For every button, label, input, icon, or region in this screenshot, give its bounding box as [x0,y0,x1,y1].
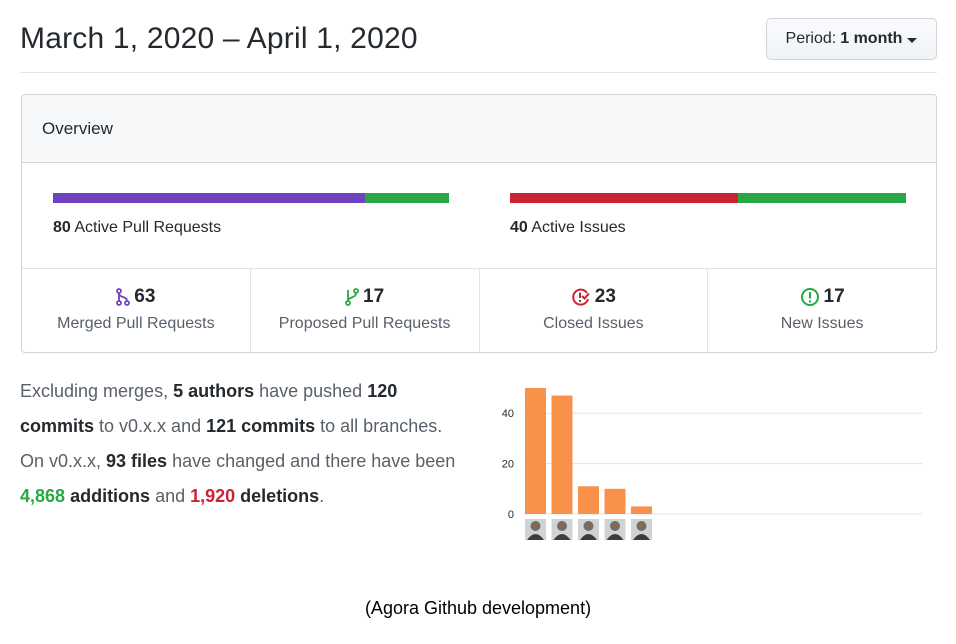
closed-segment [510,193,738,203]
caret-down-icon [907,37,918,43]
active-issues-label: Active Issues [531,219,626,236]
deletions-count: 1,920 [190,486,236,506]
bar-5 [631,506,652,514]
period-dropdown-button[interactable]: Period: 1 month [766,18,937,60]
commits-by-author-chart: 0 20 40 [502,388,922,540]
period-label: Period: [785,30,837,47]
active-pr-count: 80 [53,219,71,236]
page-header: March 1, 2020 – April 1, 2020 Period: 1 … [20,18,937,73]
commits-branch-count[interactable]: 120 commits [20,381,398,436]
git-pull-request-icon [345,288,359,306]
issue-opened-icon [800,288,819,306]
page-title: March 1, 2020 – April 1, 2020 [20,22,418,55]
issues-progress-bar[interactable] [510,193,906,203]
author-avatar-5[interactable] [631,519,652,540]
summary-text-1: Excluding merges, [20,381,174,401]
bar-4 [604,488,626,514]
y-tick-label: 0 [508,509,514,521]
figure-caption: (Agora Github development) [364,598,592,618]
author-avatar-2[interactable] [551,519,573,540]
bar-3 [578,486,599,514]
summary-text-4: to all branches. On v0.x.x, [20,416,443,471]
open-segment [364,193,449,203]
files-count[interactable]: 93 files [106,451,168,471]
merged-count: 63 [134,286,156,307]
commits-all-count[interactable]: 121 commits [206,416,316,436]
new-label: New Issues [780,315,864,332]
summary-text-7: and [150,486,191,506]
y-tick-label: 20 [502,459,514,471]
active-pr-label: Active Pull Requests [74,219,222,236]
merged-label: Merged Pull Requests [57,315,215,332]
bar-1 [525,388,546,514]
active-pull-requests-link[interactable]: 80 Active Pull Requests [53,219,221,237]
active-issues-link[interactable]: 40 Active Issues [510,219,626,237]
overview-header: Overview [22,95,936,163]
new-segment [737,193,906,203]
proposed-count: 17 [363,286,385,307]
git-merge-icon [116,288,131,306]
authors-count[interactable]: 5 authors [173,381,255,401]
active-issues-count: 40 [510,219,528,236]
author-avatar-4[interactable] [604,519,626,540]
summary-text-9: . [319,486,325,506]
y-tick-label: 40 [502,408,514,420]
commit-summary: Excluding merges, 5 authors have pushed … [20,374,460,514]
stat-closed-issues[interactable]: 23 Closed Issues [480,269,709,352]
summary-text-5: have changed and there have been [167,451,456,471]
stat-proposed-pull-requests[interactable]: 17 Proposed Pull Requests [251,269,480,352]
overview-panel: Overview 80 Active Pull Requests 40 Acti… [21,94,937,353]
closed-count: 23 [594,286,616,307]
period-value: 1 month [840,30,903,47]
stat-new-issues[interactable]: 17 New Issues [708,269,936,352]
author-avatar-3[interactable] [578,519,599,540]
closed-label: Closed Issues [543,315,644,332]
issue-closed-icon [572,288,590,306]
summary-text-2: have pushed [254,381,368,401]
author-avatar-1[interactable] [525,519,546,540]
new-count: 17 [823,286,845,307]
additions-count: 4,868 [20,486,66,506]
pull-requests-progress-bar[interactable] [53,193,449,203]
deletions-word: deletions [240,486,320,506]
proposed-label: Proposed Pull Requests [278,315,451,332]
merged-segment [53,193,365,203]
overview-stats: 63 Merged Pull Requests 17 Proposed Pull… [22,269,936,352]
overview-title: Overview [42,118,113,138]
additions-word: additions [70,486,151,506]
overview-bars: 80 Active Pull Requests 40 Active Issues [22,163,936,269]
stat-merged-pull-requests[interactable]: 63 Merged Pull Requests [22,269,251,352]
summary-text-3: to v0.x.x and [94,416,207,436]
bar-2 [551,395,573,514]
